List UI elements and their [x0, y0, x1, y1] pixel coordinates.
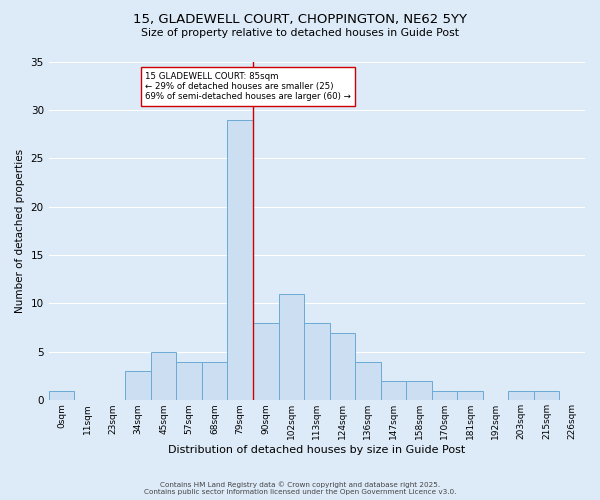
Bar: [202, 362, 227, 401]
Bar: [227, 120, 253, 400]
Bar: [176, 362, 202, 401]
Bar: [534, 390, 559, 400]
X-axis label: Distribution of detached houses by size in Guide Post: Distribution of detached houses by size …: [168, 445, 466, 455]
Bar: [304, 323, 329, 400]
Bar: [406, 381, 432, 400]
Bar: [329, 332, 355, 400]
Bar: [457, 390, 483, 400]
Bar: [49, 390, 74, 400]
Text: Contains HM Land Registry data © Crown copyright and database right 2025.
Contai: Contains HM Land Registry data © Crown c…: [144, 482, 456, 495]
Bar: [355, 362, 380, 401]
Bar: [125, 372, 151, 400]
Bar: [432, 390, 457, 400]
Y-axis label: Number of detached properties: Number of detached properties: [15, 149, 25, 313]
Bar: [278, 294, 304, 401]
Text: Size of property relative to detached houses in Guide Post: Size of property relative to detached ho…: [141, 28, 459, 38]
Bar: [508, 390, 534, 400]
Text: 15 GLADEWELL COURT: 85sqm
← 29% of detached houses are smaller (25)
69% of semi-: 15 GLADEWELL COURT: 85sqm ← 29% of detac…: [145, 72, 351, 102]
Bar: [151, 352, 176, 401]
Text: 15, GLADEWELL COURT, CHOPPINGTON, NE62 5YY: 15, GLADEWELL COURT, CHOPPINGTON, NE62 5…: [133, 12, 467, 26]
Bar: [380, 381, 406, 400]
Bar: [253, 323, 278, 400]
